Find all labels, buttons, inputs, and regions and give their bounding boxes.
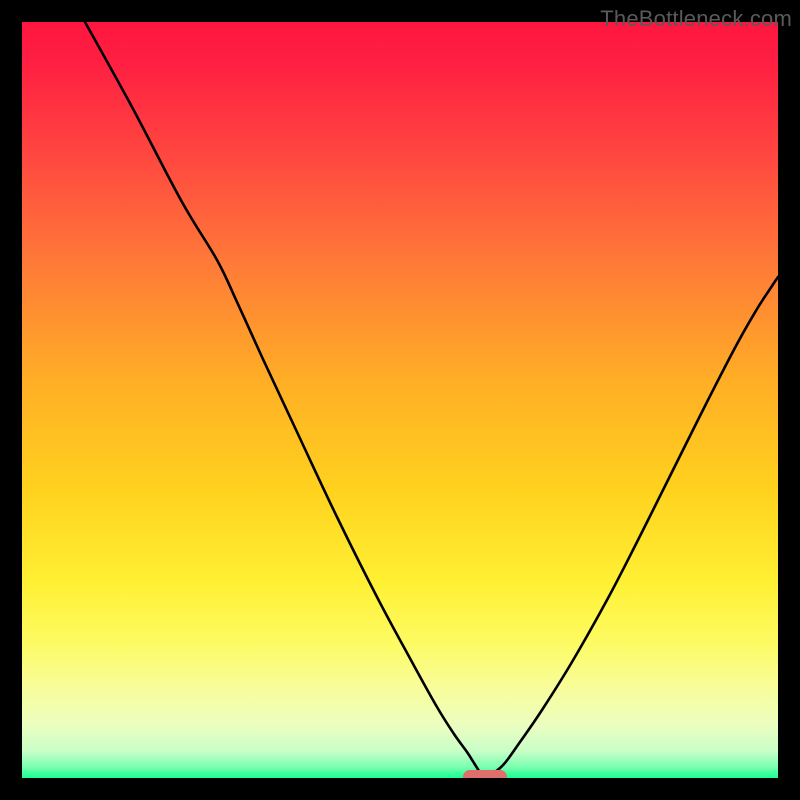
chart-frame: TheBottleneck.com	[0, 0, 800, 800]
chart-svg	[0, 0, 800, 800]
gradient-background	[22, 22, 778, 778]
watermark-text: TheBottleneck.com	[600, 6, 792, 32]
